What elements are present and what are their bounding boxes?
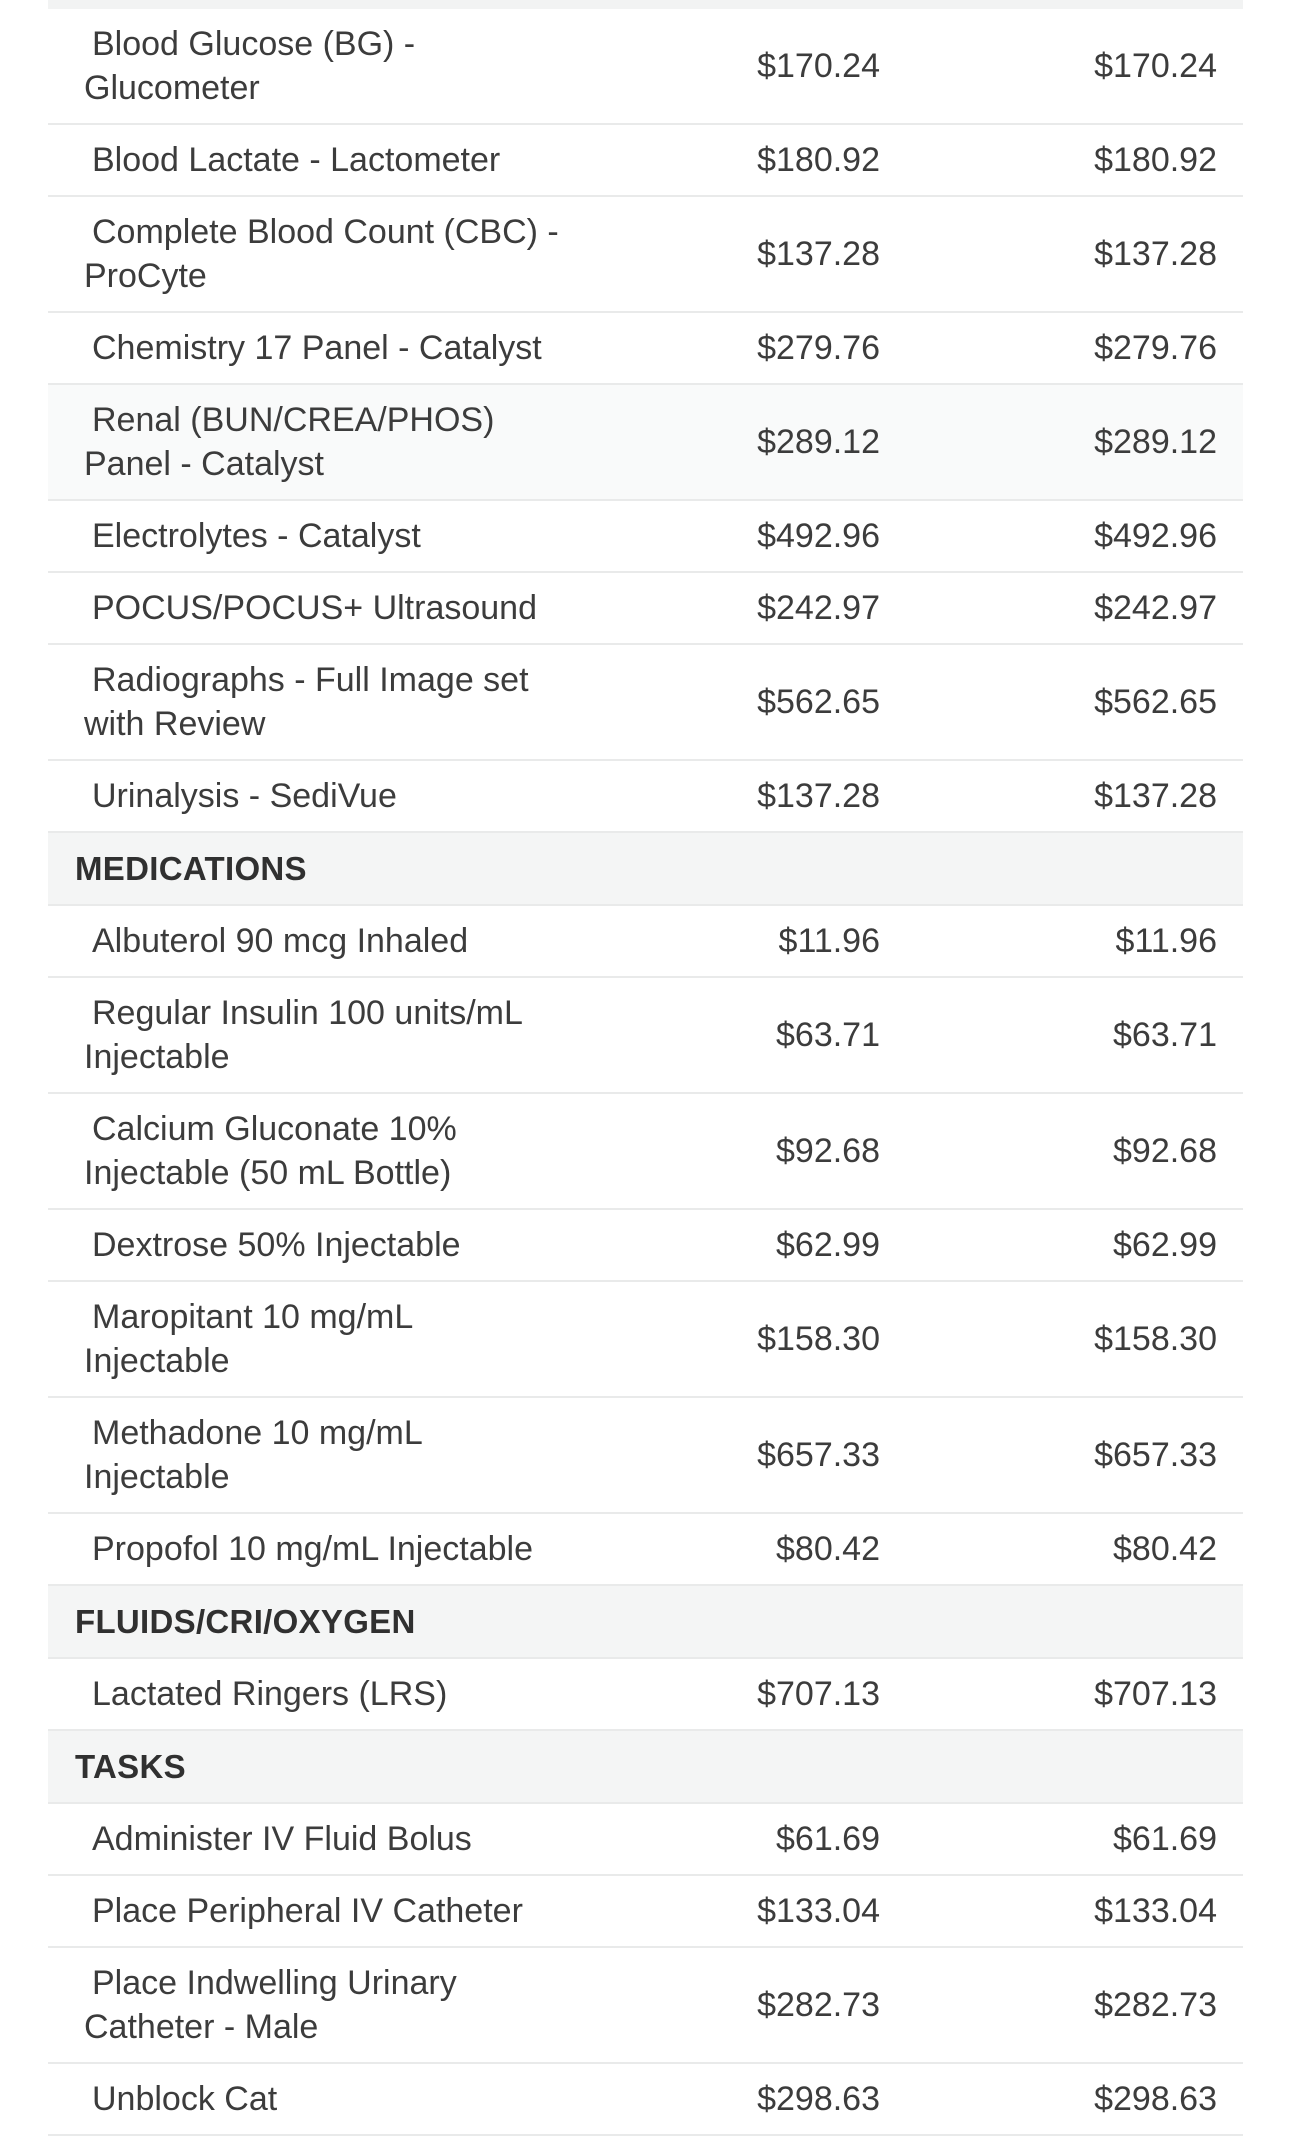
section-header-row: FLUIDS/CRI/OXYGEN xyxy=(48,1586,1243,1659)
item-name: Dextrose 50% Injectable xyxy=(92,1226,461,1264)
item-name: Place Peripheral IV Catheter xyxy=(92,1892,523,1930)
section-header-row: MEDICATIONS xyxy=(48,833,1243,906)
item-price-client: $158.30 xyxy=(1094,1320,1217,1358)
item-name: Blood Lactate - Lactometer xyxy=(92,141,501,179)
item-price-client: $63.71 xyxy=(1113,1016,1217,1054)
table-row: Albuterol 90 mcg Inhaled $11.96 $11.96 xyxy=(48,906,1243,978)
item-name: Regular Insulin 100 units/mL Injectable xyxy=(84,994,523,1076)
section-title: FLUIDS/CRI/OXYGEN xyxy=(75,1603,416,1640)
item-name: Administer IV Fluid Bolus xyxy=(92,1820,472,1858)
table-row: Blood Lactate - Lactometer $180.92 $180.… xyxy=(48,125,1243,197)
table-row: Propofol 10 mg/mL Injectable $80.42 $80.… xyxy=(48,1514,1243,1586)
table-row: Administer IV Fluid Bolus $61.69 $61.69 xyxy=(48,1804,1243,1876)
table-row: Place Indwelling Urinary Catheter - Male… xyxy=(48,1948,1243,2064)
table-row: Regular Insulin 100 units/mL Injectable … xyxy=(48,978,1243,1094)
table-row: Complete Blood Count (CBC) - ProCyte $13… xyxy=(48,197,1243,313)
item-name: Methadone 10 mg/mL Injectable xyxy=(84,1414,423,1496)
item-price-client: $282.73 xyxy=(1094,1986,1217,2024)
item-price-standard: $80.42 xyxy=(776,1530,880,1568)
item-price-client: $80.42 xyxy=(1113,1530,1217,1568)
item-name: Calcium Gluconate 10% Injectable (50 mL … xyxy=(84,1110,457,1192)
item-price-client: $298.63 xyxy=(1094,2080,1217,2118)
item-price-standard: $562.65 xyxy=(757,683,880,721)
item-name: Place Indwelling Urinary Catheter - Male xyxy=(84,1964,457,2046)
item-price-client: $170.24 xyxy=(1094,47,1217,85)
item-price-standard: $289.12 xyxy=(757,423,880,461)
item-name: Electrolytes - Catalyst xyxy=(92,517,421,555)
item-price-standard: $137.28 xyxy=(757,235,880,273)
item-name: Complete Blood Count (CBC) - ProCyte xyxy=(84,213,559,295)
item-price-standard: $133.04 xyxy=(757,1892,880,1930)
item-price-client: $279.76 xyxy=(1094,329,1217,367)
item-price-client: $61.69 xyxy=(1113,1820,1217,1858)
item-name: Blood Glucose (BG) - Glucometer xyxy=(84,25,416,107)
item-name: Chemistry 17 Panel - Catalyst xyxy=(92,329,542,367)
table-row: Lactated Ringers (LRS) $707.13 $707.13 xyxy=(48,1659,1243,1731)
item-price-standard: $92.68 xyxy=(776,1132,880,1170)
section-title: TASKS xyxy=(75,1748,186,1785)
item-name: Lactated Ringers (LRS) xyxy=(92,1675,448,1713)
item-price-client: $11.96 xyxy=(1115,922,1217,960)
table-row: Unblock Cat $298.63 $298.63 xyxy=(48,2064,1243,2136)
table-row: Renal (BUN/CREA/PHOS) Panel - Catalyst $… xyxy=(48,385,1243,501)
item-price-standard: $242.97 xyxy=(757,589,880,627)
item-price-standard: $137.28 xyxy=(757,777,880,815)
item-price-standard: $707.13 xyxy=(757,1675,880,1713)
item-price-standard: $279.76 xyxy=(757,329,880,367)
item-price-standard: $61.69 xyxy=(776,1820,880,1858)
item-price-standard: $62.99 xyxy=(776,1226,880,1264)
price-table: Blood Glucose (BG) - Glucometer $170.24 … xyxy=(48,0,1243,2136)
item-price-client: $562.65 xyxy=(1094,683,1217,721)
item-name: Radiographs - Full Image set with Review xyxy=(84,661,529,743)
item-price-standard: $492.96 xyxy=(757,517,880,555)
item-price-client: $657.33 xyxy=(1094,1436,1217,1474)
item-price-client: $289.12 xyxy=(1094,423,1217,461)
item-price-standard: $282.73 xyxy=(757,1986,880,2024)
item-price-client: $62.99 xyxy=(1113,1226,1217,1264)
table-row: Urinalysis - SediVue $137.28 $137.28 xyxy=(48,761,1243,833)
table-row: Maropitant 10 mg/mL Injectable $158.30 $… xyxy=(48,1282,1243,1398)
item-name: Unblock Cat xyxy=(92,2080,278,2118)
item-name: Renal (BUN/CREA/PHOS) Panel - Catalyst xyxy=(84,401,495,483)
item-price-standard: $11.96 xyxy=(778,922,880,960)
table-row: Dextrose 50% Injectable $62.99 $62.99 xyxy=(48,1210,1243,1282)
item-price-client: $137.28 xyxy=(1094,777,1217,815)
item-price-client: $242.97 xyxy=(1094,589,1217,627)
item-price-standard: $657.33 xyxy=(757,1436,880,1474)
item-price-client: $180.92 xyxy=(1094,141,1217,179)
table-row: Calcium Gluconate 10% Injectable (50 mL … xyxy=(48,1094,1243,1210)
item-name: Maropitant 10 mg/mL Injectable xyxy=(84,1298,414,1380)
table-row: Chemistry 17 Panel - Catalyst $279.76 $2… xyxy=(48,313,1243,385)
item-price-client: $133.04 xyxy=(1094,1892,1217,1930)
item-price-standard: $63.71 xyxy=(776,1016,880,1054)
item-price-standard: $298.63 xyxy=(757,2080,880,2118)
table-row: Blood Glucose (BG) - Glucometer $170.24 … xyxy=(48,9,1243,125)
item-name: Urinalysis - SediVue xyxy=(92,777,397,815)
item-name: Albuterol 90 mcg Inhaled xyxy=(92,922,469,960)
section-title: MEDICATIONS xyxy=(75,850,307,887)
item-price-standard: $158.30 xyxy=(757,1320,880,1358)
section-header-row: TASKS xyxy=(48,1731,1243,1804)
table-row: Place Peripheral IV Catheter $133.04 $13… xyxy=(48,1876,1243,1948)
item-price-client: $137.28 xyxy=(1094,235,1217,273)
item-price-client: $707.13 xyxy=(1094,1675,1217,1713)
item-price-standard: $170.24 xyxy=(757,47,880,85)
table-row: Methadone 10 mg/mL Injectable $657.33 $6… xyxy=(48,1398,1243,1514)
table-row: POCUS/POCUS+ Ultrasound $242.97 $242.97 xyxy=(48,573,1243,645)
table-row: Radiographs - Full Image set with Review… xyxy=(48,645,1243,761)
partial-section-header-bottom xyxy=(48,0,1243,9)
item-price-standard: $180.92 xyxy=(757,141,880,179)
item-price-client: $92.68 xyxy=(1113,1132,1217,1170)
item-name: POCUS/POCUS+ Ultrasound xyxy=(92,589,537,627)
item-price-client: $492.96 xyxy=(1094,517,1217,555)
table-row: Electrolytes - Catalyst $492.96 $492.96 xyxy=(48,501,1243,573)
item-name: Propofol 10 mg/mL Injectable xyxy=(92,1530,533,1568)
